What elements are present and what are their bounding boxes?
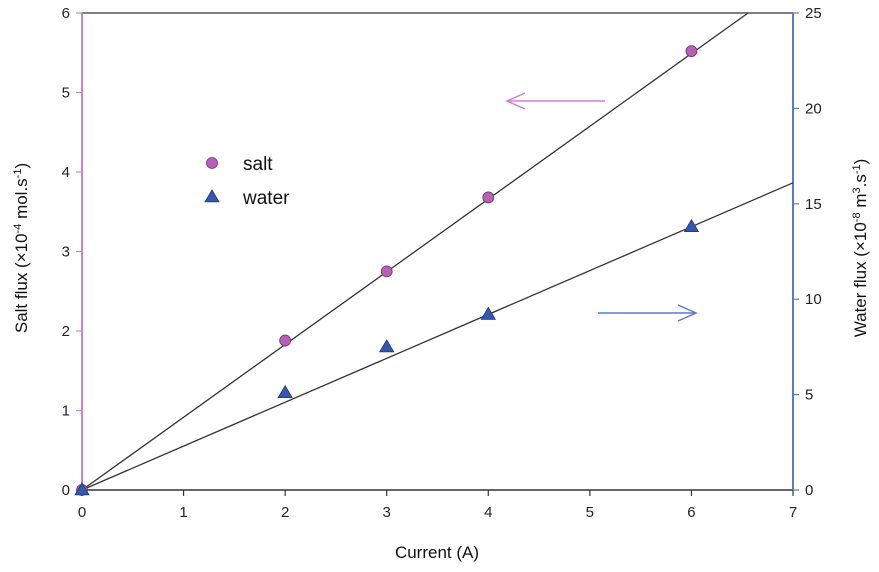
axis-indicator-arrows: [505, 92, 698, 322]
salt-point: [685, 45, 698, 58]
y-right-tick-label: 15: [805, 196, 822, 213]
data-points: [74, 45, 700, 496]
y-left-tick-label: 1: [62, 403, 70, 420]
y-right-tick-label: 0: [805, 482, 813, 499]
legend-water-label: water: [242, 188, 290, 209]
water-point: [277, 384, 293, 398]
y-right-tick-label: 25: [805, 5, 822, 22]
y-right-tick-label: 20: [805, 100, 822, 117]
y-left-tick-label: 5: [62, 85, 70, 102]
water-axis-arrow-head: [677, 304, 698, 322]
water-point: [480, 306, 496, 320]
x-tick-label: 7: [789, 504, 797, 521]
x-tick-label: 6: [687, 504, 695, 521]
y-left-tick-label: 3: [62, 244, 70, 261]
x-axis-title: Current (A): [395, 543, 479, 562]
water-fit-line: [81, 182, 794, 491]
y-left-tick-label: 0: [62, 482, 70, 499]
water-point: [379, 339, 395, 353]
x-tick-label: 3: [383, 504, 391, 521]
salt-point: [279, 334, 292, 347]
water-point: [74, 482, 90, 496]
fit-lines: [81, 12, 794, 491]
water-point: [683, 218, 700, 232]
y-right-tick-label: 5: [805, 387, 813, 404]
legend-salt-marker: [206, 157, 218, 169]
x-tick-label: 2: [281, 504, 289, 521]
y-left-axis-title: Salt flux (×10-4 mol.s-1): [12, 163, 31, 333]
x-tick-label: 5: [586, 504, 594, 521]
y-left-tick-label: 4: [62, 164, 70, 181]
legend: salt water: [204, 154, 290, 209]
x-tick-label: 4: [484, 504, 492, 521]
salt-point: [380, 265, 393, 278]
salt-fit-line: [81, 12, 749, 491]
salt-axis-arrow-head: [505, 92, 526, 110]
x-tick-label: 1: [179, 504, 187, 521]
salt-point: [482, 191, 495, 204]
y-right-axis-title: Water flux (×10-8 m3.s-1): [851, 159, 870, 338]
x-tick-label: 0: [78, 504, 86, 521]
y-right-tick-label: 10: [805, 291, 822, 308]
y-left-tick-label: 6: [62, 5, 70, 22]
legend-water-marker: [204, 189, 220, 203]
legend-salt-label: salt: [243, 154, 273, 175]
y-left-tick-label: 2: [62, 323, 70, 340]
